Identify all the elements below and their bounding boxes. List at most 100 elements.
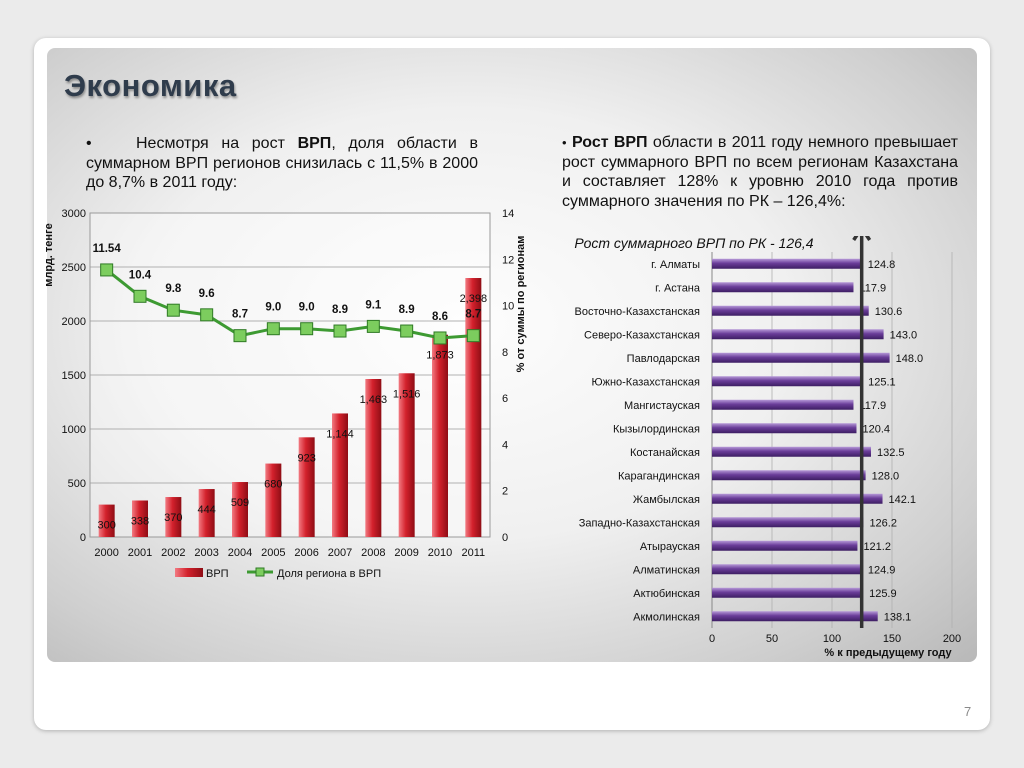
- y-axis-label: млрд. тенге: [43, 223, 55, 287]
- legend-line-label: Доля региона в ВРП: [277, 568, 381, 580]
- growth-bar: [712, 352, 890, 363]
- share-marker: [133, 289, 147, 303]
- right-text-post: области в 2011 году немного превышает ро…: [562, 134, 958, 210]
- legend-line-marker: [255, 567, 265, 577]
- growth-bar: [712, 517, 864, 528]
- category-label: Восточно-Казахстанская: [574, 306, 700, 318]
- legend-bar-label: ВРП: [206, 568, 229, 580]
- grp-growth-chart: Рост суммарного ВРП по РК - 126,4 0 50 100 1…: [574, 236, 961, 659]
- bar-data-label: 125.9: [869, 588, 897, 600]
- x-tick-label: 150: [883, 633, 901, 645]
- growth-bar: [712, 305, 869, 316]
- bar-data-label: 509: [231, 497, 249, 509]
- share-data-label: 11.54: [93, 243, 122, 255]
- bar-data-label: 130.6: [875, 306, 903, 318]
- y-tick-label: 1500: [62, 370, 86, 382]
- share-marker: [433, 331, 447, 345]
- y-tick-label: 0: [80, 532, 86, 544]
- left-text-bold: ВРП: [297, 135, 332, 152]
- bar-data-label: 126.2: [869, 517, 897, 529]
- legend-bar-swatch: [175, 568, 203, 577]
- bar-data-label: 2,398: [460, 293, 488, 305]
- y2-tick-label: 14: [502, 208, 514, 220]
- growth-bar: [712, 540, 858, 551]
- growth-bar: [712, 446, 871, 457]
- category-label: Акмолинская: [633, 611, 700, 623]
- growth-bar: [712, 423, 857, 434]
- x-tick-label: 0: [709, 633, 715, 645]
- growth-bar: [712, 258, 862, 269]
- y2-tick-label: 6: [502, 393, 508, 405]
- share-marker: [366, 319, 380, 333]
- category-label: г. Алматы: [651, 259, 700, 271]
- y-tick-label: 500: [68, 478, 86, 490]
- share-data-label: 8.6: [432, 311, 448, 323]
- category-label: г. Астана: [655, 282, 701, 294]
- left-text-post: , доля области в суммарном ВРП регионов …: [86, 135, 478, 191]
- bar-data-label: 117.9: [859, 400, 886, 412]
- share-data-label: 9.0: [299, 302, 315, 314]
- bar-data-label: 117.9: [859, 282, 886, 294]
- x-tick-label: 2003: [194, 547, 218, 559]
- x-tick-label: 2009: [394, 547, 418, 559]
- bar-data-label: 1,873: [426, 350, 454, 362]
- bar-data-label: 120.4: [862, 423, 890, 435]
- growth-bar: [712, 329, 884, 340]
- x-tick-label: 2002: [161, 547, 185, 559]
- y2-tick-label: 12: [502, 254, 514, 266]
- bar-data-label: 1,463: [360, 394, 388, 406]
- x-tick-label: 2007: [328, 547, 352, 559]
- share-data-label: 9.6: [199, 288, 215, 300]
- bar-data-label: 338: [131, 515, 149, 527]
- x-tick-label: 2010: [428, 547, 452, 559]
- bar-data-label: 138.1: [884, 611, 912, 623]
- bar-data-label: 148.0: [896, 353, 924, 365]
- right-paragraph: • Рост ВРП области в 2011 году немного пр…: [562, 133, 958, 211]
- bar-grp: [332, 413, 348, 537]
- share-data-label: 9.8: [165, 283, 182, 295]
- share-marker: [333, 324, 347, 338]
- share-marker: [233, 329, 247, 343]
- growth-bar: [712, 564, 862, 575]
- share-data-label: 9.1: [365, 299, 382, 311]
- category-label: Кызылординская: [613, 423, 700, 435]
- bar-data-label: 1,144: [326, 428, 354, 440]
- share-data-label: 10.4: [129, 269, 152, 281]
- category-label: Актюбинская: [633, 588, 700, 600]
- left-text-pre: Несмотря на рост: [136, 135, 298, 152]
- bar-grp: [398, 373, 415, 537]
- x-tick-label: 200: [943, 633, 961, 645]
- bar-data-label: 1,516: [393, 388, 421, 400]
- bar-data-label: 143.0: [890, 329, 918, 341]
- bar-data-label: 125.1: [868, 376, 896, 388]
- growth-bar: [712, 611, 878, 622]
- bar-grp: [198, 489, 215, 537]
- growth-bar: [712, 399, 854, 410]
- bar-grp: [232, 482, 248, 537]
- growth-bar: [712, 493, 883, 504]
- y2-axis-label: % от суммы по регионам: [515, 236, 527, 373]
- growth-bar: [712, 587, 864, 598]
- y-tick-label: 1000: [62, 424, 86, 436]
- bar-data-label: 142.1: [889, 494, 917, 506]
- bar-data-label: 132.5: [877, 447, 905, 459]
- share-data-label: 9.0: [265, 302, 281, 314]
- category-label: Северо-Казахстанская: [584, 329, 700, 341]
- y2-tick-label: 8: [502, 347, 508, 359]
- category-label: Алматинская: [633, 564, 700, 576]
- bar-grp: [298, 437, 315, 537]
- share-data-label: 8.7: [465, 309, 481, 321]
- growth-bar: [712, 470, 866, 481]
- y-tick-label: 2000: [62, 316, 86, 328]
- y2-tick-label: 0: [502, 532, 508, 544]
- y2-tick-label: 4: [502, 439, 508, 451]
- bar-data-label: 923: [297, 452, 315, 464]
- bar-grp: [432, 334, 448, 537]
- page-number: 7: [964, 704, 972, 719]
- x-tick-label: 50: [766, 633, 778, 645]
- bar-data-label: 121.2: [863, 541, 891, 553]
- bar-grp: [165, 497, 182, 537]
- x-tick-label: 2001: [128, 547, 152, 559]
- share-marker: [166, 303, 180, 317]
- category-label: Атырауская: [640, 541, 700, 553]
